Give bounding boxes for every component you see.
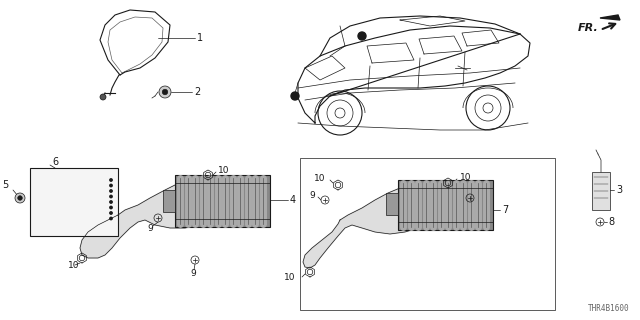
- Circle shape: [18, 196, 22, 200]
- Text: 10: 10: [460, 172, 472, 181]
- Polygon shape: [600, 15, 620, 20]
- Text: THR4B1600: THR4B1600: [588, 304, 630, 313]
- Polygon shape: [303, 186, 442, 268]
- Text: 5: 5: [2, 180, 8, 190]
- Bar: [592, 172, 610, 210]
- Text: 10: 10: [284, 274, 295, 283]
- Circle shape: [291, 92, 299, 100]
- Circle shape: [110, 179, 112, 181]
- Bar: [30, 168, 118, 236]
- Circle shape: [110, 195, 112, 198]
- Bar: [300, 158, 555, 310]
- FancyBboxPatch shape: [398, 180, 493, 230]
- Text: 10: 10: [68, 260, 79, 269]
- Circle shape: [159, 86, 171, 98]
- Circle shape: [100, 94, 106, 100]
- Bar: [50, 180, 100, 222]
- Text: 4: 4: [290, 195, 296, 205]
- Text: 8: 8: [608, 217, 614, 227]
- Text: 10: 10: [314, 173, 325, 182]
- Polygon shape: [80, 182, 228, 258]
- Circle shape: [110, 201, 112, 203]
- Circle shape: [15, 193, 25, 203]
- Bar: [58, 188, 90, 214]
- Circle shape: [358, 32, 366, 40]
- Text: 6: 6: [52, 157, 58, 167]
- Text: 10: 10: [218, 165, 230, 174]
- Text: 9: 9: [309, 190, 315, 199]
- Text: 7: 7: [502, 205, 508, 215]
- Bar: [32, 183, 42, 195]
- Bar: [386, 193, 398, 215]
- Bar: [106, 176, 116, 226]
- Text: 2: 2: [194, 87, 200, 97]
- Text: 9: 9: [147, 223, 153, 233]
- Circle shape: [163, 89, 168, 95]
- Text: FR.: FR.: [578, 23, 599, 33]
- Bar: [32, 223, 42, 235]
- FancyBboxPatch shape: [175, 175, 270, 227]
- Circle shape: [110, 184, 112, 187]
- Circle shape: [110, 212, 112, 214]
- Text: 1: 1: [197, 33, 203, 43]
- Bar: [32, 203, 42, 215]
- Bar: [163, 190, 175, 212]
- Text: 9: 9: [190, 268, 196, 277]
- Circle shape: [110, 206, 112, 209]
- Text: 3: 3: [616, 185, 622, 195]
- Circle shape: [110, 190, 112, 192]
- Circle shape: [110, 217, 112, 220]
- Text: 9: 9: [478, 188, 484, 197]
